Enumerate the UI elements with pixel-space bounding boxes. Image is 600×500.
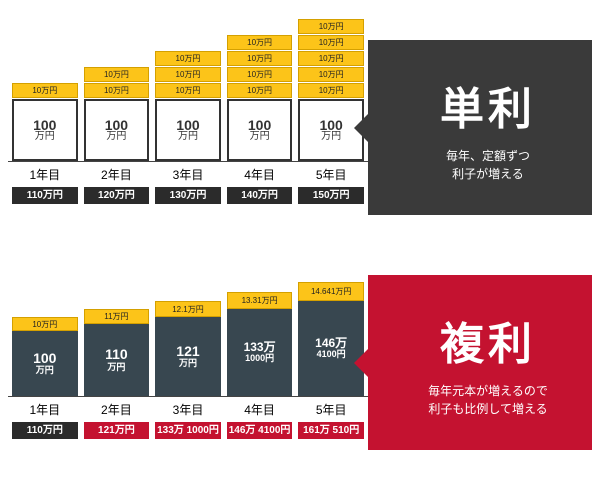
total-label: 133万 1000円 <box>155 422 221 439</box>
year-label: 1年目 <box>12 166 78 183</box>
base-block: 100万円 <box>155 99 221 161</box>
year-label: 3年目 <box>155 401 221 418</box>
year-label: 2年目 <box>84 401 150 418</box>
bar-col: 11万円110万円 <box>84 309 150 396</box>
base-block: 100万円 <box>227 99 293 161</box>
base-block: 100万円 <box>84 99 150 161</box>
interest-block: 13.31万円 <box>227 292 293 309</box>
interest-block: 10万円 <box>298 83 364 98</box>
total-label: 120万円 <box>84 187 150 204</box>
interest-block: 10万円 <box>227 67 293 82</box>
interest-block: 10万円 <box>155 51 221 66</box>
interest-block: 10万円 <box>155 67 221 82</box>
bar-col: 12.1万円121万円 <box>155 301 221 396</box>
interest-block: 10万円 <box>84 67 150 82</box>
base-block: 100万円 <box>12 331 78 396</box>
interest-block: 10万円 <box>84 83 150 98</box>
compound-interest-section: 10万円100万円11万円110万円12.1万円121万円13.31万円133万… <box>8 245 592 480</box>
arrow-icon <box>354 114 368 142</box>
base-block: 100万円 <box>12 99 78 161</box>
page: 10万円100万円10万円10万円100万円10万円10万円10万円100万円1… <box>0 0 600 500</box>
interest-block: 11万円 <box>84 309 150 324</box>
bar-col: 10万円10万円10万円10万円100万円 <box>227 35 293 161</box>
interest-block: 10万円 <box>12 83 78 98</box>
bar-col: 10万円100万円 <box>12 317 78 396</box>
year-label: 3年目 <box>155 166 221 183</box>
total-label: 150万円 <box>298 187 364 204</box>
interest-block: 10万円 <box>298 51 364 66</box>
interest-block: 10万円 <box>227 83 293 98</box>
interest-block: 10万円 <box>298 35 364 50</box>
year-label: 5年目 <box>298 401 364 418</box>
compound-title: 複利 <box>440 308 536 372</box>
simple-subtitle: 毎年、定額ずつ 利子が増える <box>446 147 530 183</box>
year-label: 4年目 <box>227 166 293 183</box>
compound-chart: 10万円100万円11万円110万円12.1万円121万円13.31万円133万… <box>8 245 368 480</box>
total-label: 121万円 <box>84 422 150 439</box>
year-label: 5年目 <box>298 166 364 183</box>
bar-col: 10万円100万円 <box>12 83 78 161</box>
interest-block: 10万円 <box>298 19 364 34</box>
bar-col: 14.641万円146万4100円 <box>298 282 364 396</box>
simple-interest-section: 10万円100万円10万円10万円100万円10万円10万円10万円100万円1… <box>8 10 592 245</box>
base-block: 110万円 <box>84 324 150 396</box>
total-label: 110万円 <box>12 422 78 439</box>
year-label: 4年目 <box>227 401 293 418</box>
total-label: 140万円 <box>227 187 293 204</box>
interest-block: 10万円 <box>227 51 293 66</box>
arrow-icon <box>354 349 368 377</box>
year-label: 2年目 <box>84 166 150 183</box>
interest-block: 12.1万円 <box>155 301 221 317</box>
total-label: 110万円 <box>12 187 78 204</box>
simple-chart: 10万円100万円10万円10万円100万円10万円10万円10万円100万円1… <box>8 10 368 245</box>
year-label: 1年目 <box>12 401 78 418</box>
total-label: 161万 510円 <box>298 422 364 439</box>
interest-block: 10万円 <box>12 317 78 331</box>
interest-block: 10万円 <box>227 35 293 50</box>
total-label: 146万 4100円 <box>227 422 293 439</box>
simple-title: 単利 <box>440 73 536 137</box>
total-label: 130万円 <box>155 187 221 204</box>
compound-label-panel: 複利 毎年元本が増えるので 利子も比例して増える <box>368 275 592 450</box>
interest-block: 10万円 <box>155 83 221 98</box>
interest-block: 10万円 <box>298 67 364 82</box>
base-block: 121万円 <box>155 317 221 396</box>
base-block: 133万1000円 <box>227 309 293 396</box>
compound-subtitle: 毎年元本が増えるので 利子も比例して増える <box>428 382 548 418</box>
bar-col: 13.31万円133万1000円 <box>227 292 293 396</box>
bar-col: 10万円10万円100万円 <box>84 67 150 161</box>
simple-label-panel: 単利 毎年、定額ずつ 利子が増える <box>368 40 592 215</box>
interest-block: 14.641万円 <box>298 282 364 301</box>
bar-col: 10万円10万円10万円100万円 <box>155 51 221 161</box>
